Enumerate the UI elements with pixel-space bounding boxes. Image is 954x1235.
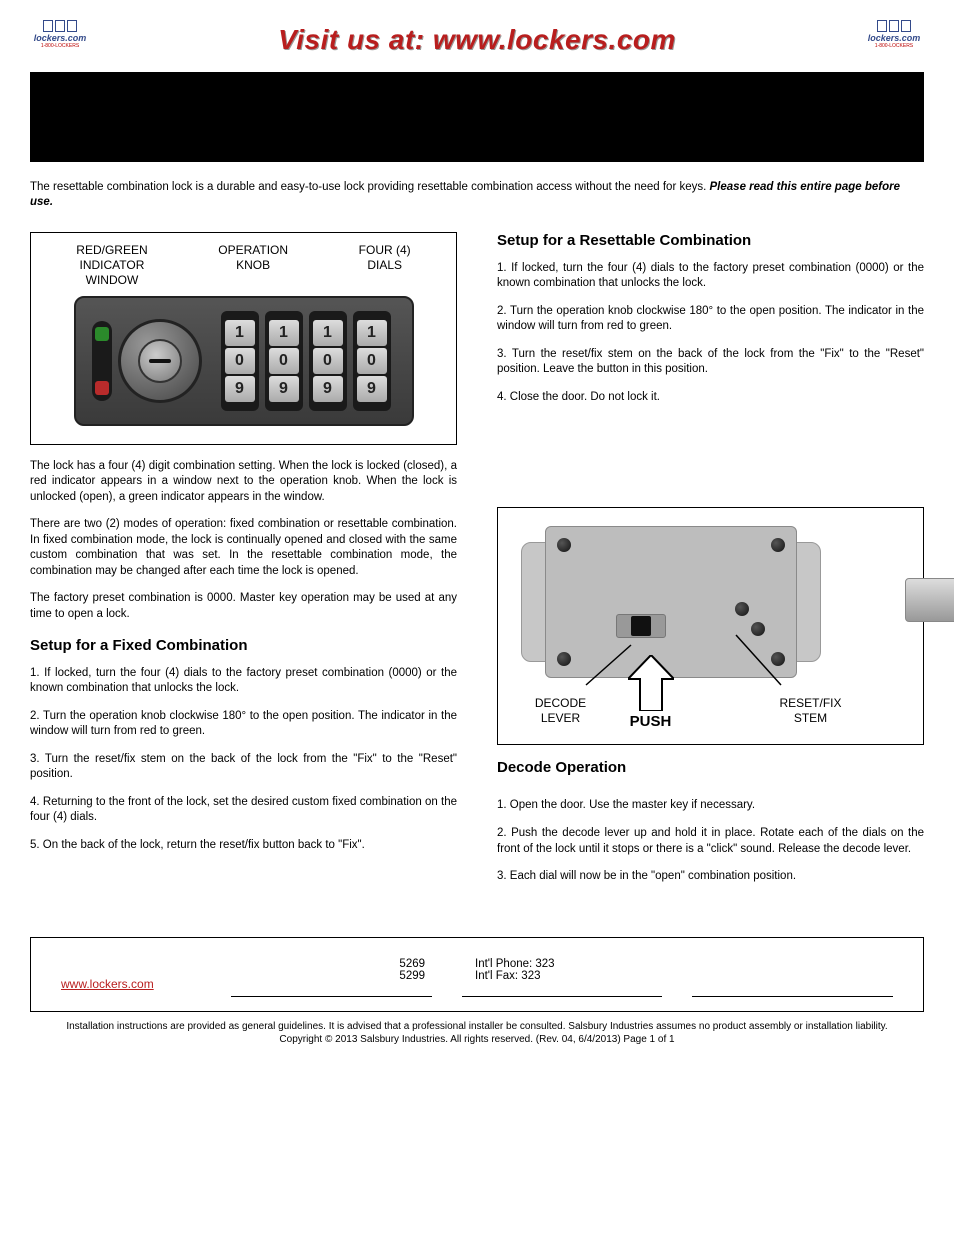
decode-step: 1. Open the door. Use the master key if … (497, 798, 924, 814)
footer-link[interactable]: www.lockers.com (61, 977, 154, 991)
label-decode-lever: DECODE LEVER (516, 696, 606, 726)
logo-sub: 1-800-LOCKERS (30, 44, 90, 49)
footer-num: 5269 (399, 958, 425, 970)
logo-left: lockers.com 1-800-LOCKERS (30, 20, 90, 60)
dial-icon: 1 0 9 (309, 311, 347, 411)
resettable-step: 3. Turn the reset/fix stem on the back o… (497, 347, 924, 378)
reset-fix-stem-icon (735, 602, 749, 616)
footer-intl-fax: Int'l Fax: 323 (475, 970, 555, 982)
disclaimer-line: Copyright © 2013 Salsbury Industries. Al… (30, 1033, 924, 1047)
visit-heading: Visit us at: www.lockers.com (278, 24, 676, 56)
body-para: There are two (2) modes of operation: fi… (30, 517, 457, 579)
dials-group: 1 0 9 1 0 9 1 0 9 1 (216, 311, 396, 411)
logo-text: lockers (34, 33, 66, 43)
fixed-step: 5. On the back of the lock, return the r… (30, 838, 457, 854)
decode-step: 3. Each dial will now be in the "open" c… (497, 869, 924, 885)
fixed-step: 2. Turn the operation knob clockwise 180… (30, 709, 457, 740)
left-column: RED/GREEN INDICATOR WINDOW OPERATION KNO… (30, 232, 457, 897)
front-figure-labels: RED/GREEN INDICATOR WINDOW OPERATION KNO… (41, 243, 446, 288)
back-figure-box: DECODE LEVER PUSH RESET/FIX STEM (497, 507, 924, 745)
logo-dotcom-r: .com (899, 33, 920, 43)
decode-heading: Decode Operation (497, 759, 924, 776)
fixed-step: 3. Turn the reset/fix stem on the back o… (30, 752, 457, 783)
footer-contact-grid: 5269 5299 Int'l Phone: 323 Int'l Fax: 32… (61, 958, 893, 982)
intro-text: The resettable combination lock is a dur… (30, 181, 710, 193)
logo-dotcom: .com (65, 33, 86, 43)
dial-icon: 1 0 9 (221, 311, 259, 411)
resettable-step: 1. If locked, turn the four (4) dials to… (497, 261, 924, 292)
fixed-heading: Setup for a Fixed Combination (30, 637, 457, 654)
decode-step: 2. Push the decode lever up and hold it … (497, 826, 924, 857)
two-column-layout: RED/GREEN INDICATOR WINDOW OPERATION KNO… (30, 232, 924, 897)
front-figure-box: RED/GREEN INDICATOR WINDOW OPERATION KNO… (30, 232, 457, 445)
intro-paragraph: The resettable combination lock is a dur… (30, 180, 924, 210)
resettable-step: 2. Turn the operation knob clockwise 180… (497, 304, 924, 335)
dial-icon: 1 0 9 (353, 311, 391, 411)
label-push: PUSH (621, 713, 681, 730)
resettable-heading: Setup for a Resettable Combination (497, 232, 924, 249)
disclaimer-line: Installation instructions are provided a… (30, 1020, 924, 1034)
lock-front-illustration: 1 0 9 1 0 9 1 0 9 1 (74, 296, 414, 426)
label-dials: FOUR (4) DIALS (359, 243, 411, 288)
decode-lever-icon (631, 616, 651, 636)
title-blackbox (30, 72, 924, 162)
push-arrow: PUSH (621, 655, 681, 730)
logo-text-r: lockers (868, 33, 900, 43)
dial-icon: 1 0 9 (265, 311, 303, 411)
logo-sub-r: 1-800-LOCKERS (864, 44, 924, 49)
body-para: The lock has a four (4) digit combinatio… (30, 459, 457, 506)
fixed-step: 4. Returning to the front of the lock, s… (30, 795, 457, 826)
leader-line-icon (731, 630, 791, 690)
label-knob: OPERATION KNOB (218, 243, 288, 288)
operation-knob-icon (118, 319, 202, 403)
label-reset-fix: RESET/FIX STEM (766, 696, 856, 726)
footer-box: 5269 5299 Int'l Phone: 323 Int'l Fax: 32… (30, 937, 924, 1012)
label-indicator: RED/GREEN INDICATOR WINDOW (76, 243, 147, 288)
body-para: The factory preset combination is 0000. … (30, 591, 457, 622)
footer-rule-lines (61, 996, 893, 997)
disclaimer: Installation instructions are provided a… (30, 1020, 924, 1047)
footer-intl-phone: Int'l Phone: 323 (475, 958, 555, 970)
indicator-window-icon (92, 321, 112, 401)
page-header: lockers.com 1-800-LOCKERS Visit us at: w… (30, 20, 924, 60)
fixed-step: 1. If locked, turn the four (4) dials to… (30, 666, 457, 697)
right-column: Setup for a Resettable Combination 1. If… (497, 232, 924, 897)
resettable-step: 4. Close the door. Do not lock it. (497, 390, 924, 406)
logo-right: lockers.com 1-800-LOCKERS (864, 20, 924, 60)
footer-num: 5299 (399, 970, 425, 982)
